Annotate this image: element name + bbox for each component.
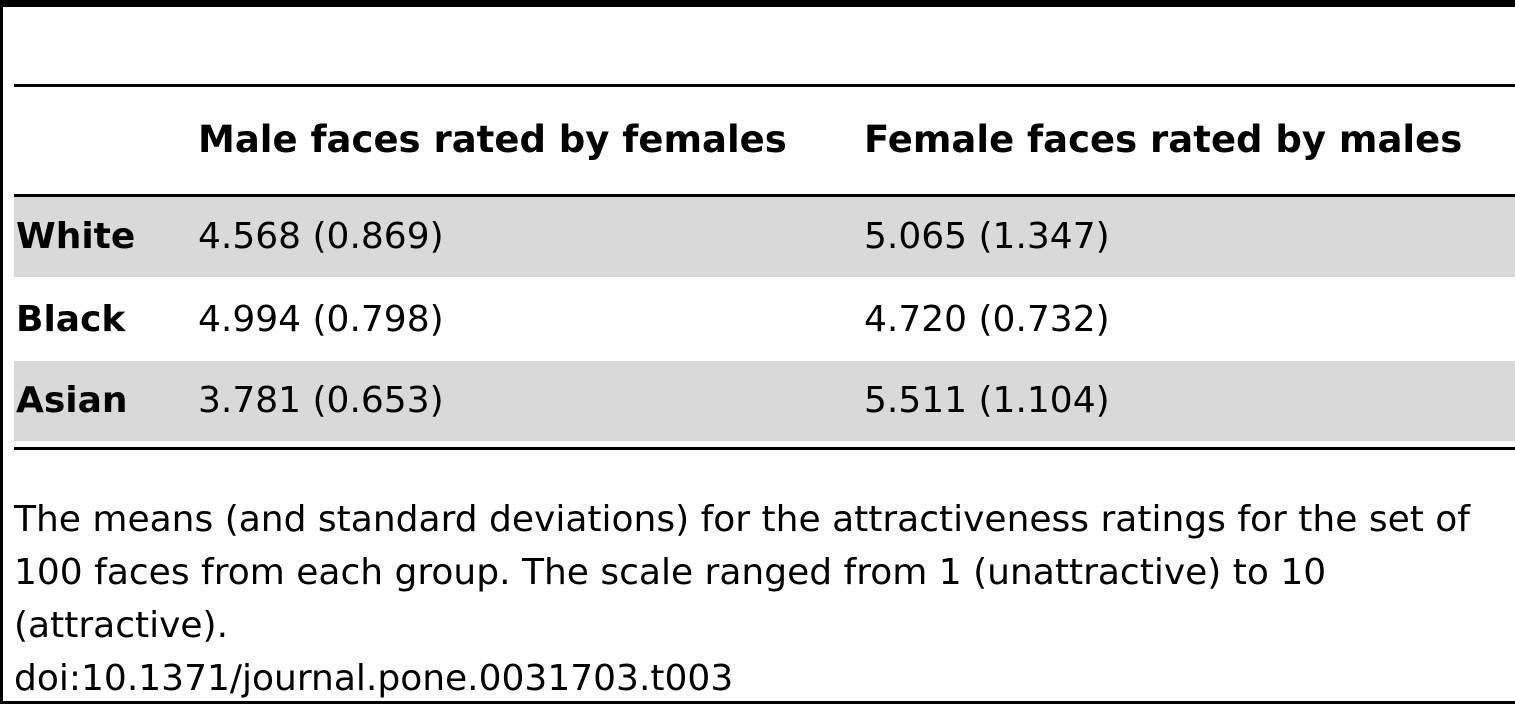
table-row: Black 4.994 (0.798) 4.720 (0.732)	[14, 280, 1515, 360]
row-label: Black	[16, 299, 126, 340]
row-label: Asian	[16, 380, 128, 421]
table-cell: 4.568 (0.869)	[198, 216, 444, 257]
left-border	[0, 0, 3, 704]
table-bottom-rule	[14, 447, 1515, 450]
header-top-rule	[14, 84, 1515, 87]
table-cell: 5.511 (1.104)	[864, 380, 1110, 421]
column-header-female-faces: Female faces rated by males	[864, 118, 1463, 161]
header-bottom-rule	[14, 194, 1515, 197]
table-cell: 3.781 (0.653)	[198, 380, 444, 421]
table-row: Asian 3.781 (0.653) 5.511 (1.104)	[14, 361, 1515, 441]
table-cell: 4.994 (0.798)	[198, 299, 444, 340]
column-header-male-faces: Male faces rated by females	[198, 118, 787, 161]
table-cell: 5.065 (1.347)	[864, 216, 1110, 257]
table-row: White 4.568 (0.869) 5.065 (1.347)	[14, 197, 1515, 277]
doi-link[interactable]: doi:10.1371/journal.pone.0031703.t003	[14, 658, 734, 699]
page-bottom-border	[0, 701, 1515, 704]
table-top-rule	[0, 0, 1515, 7]
row-label: White	[16, 216, 136, 257]
table-caption: The means (and standard deviations) for …	[14, 499, 1470, 646]
table-cell: 4.720 (0.732)	[864, 299, 1110, 340]
